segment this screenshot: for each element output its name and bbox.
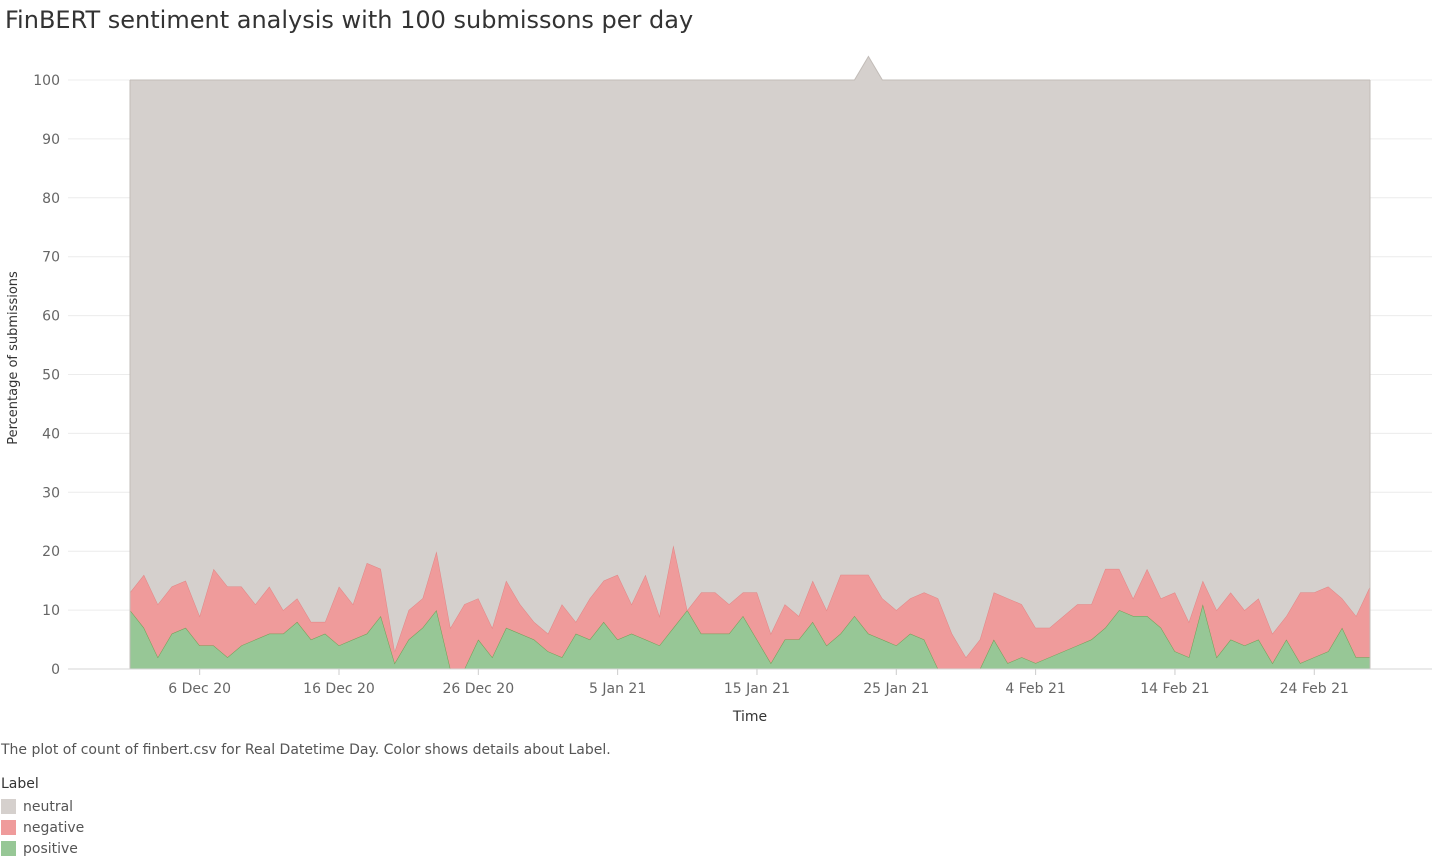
line-neutral [130, 55, 1370, 81]
legend-swatch-positive [1, 841, 16, 856]
legend-swatch-neutral [1, 799, 16, 814]
y-axis-label: Percentage of submissions [6, 271, 21, 445]
stacked-area-chart: 0 10 20 30 40 50 60 70 80 90 100 6 Dec 20 16 Dec 20… [6, 55, 1432, 725]
x-tick-label: 6 Dec 20 [168, 681, 231, 697]
legend-label-negative: negative [23, 819, 85, 836]
legend-label-positive: positive [23, 840, 78, 857]
chart-caption: The plot of count of finbert.csv for Rea… [1, 742, 611, 758]
x-tick-label: 24 Feb 21 [1280, 681, 1349, 697]
legend-title: Label [1, 776, 39, 792]
y-tick-label: 60 [42, 309, 60, 325]
y-tick-label: 0 [51, 662, 60, 678]
area-negative [130, 545, 1370, 669]
chart-title: FinBERT sentiment analysis with 100 subm… [5, 6, 694, 34]
x-tick-label: 14 Feb 21 [1140, 681, 1209, 697]
legend-item-positive[interactable]: positive [1, 838, 84, 859]
y-tick-label: 20 [42, 544, 60, 560]
y-tick-label: 30 [42, 485, 60, 501]
legend-item-negative[interactable]: negative [1, 817, 84, 838]
legend-swatch-negative [1, 820, 16, 835]
x-axis-label: Time [732, 709, 767, 725]
legend-item-neutral[interactable]: neutral [1, 796, 84, 817]
x-tick-label: 25 Jan 21 [863, 681, 929, 697]
y-axis: 0 10 20 30 40 50 60 70 80 90 100 [33, 73, 60, 678]
y-tick-label: 50 [42, 368, 60, 384]
y-tick-label: 10 [42, 603, 60, 619]
area-neutral [130, 56, 1370, 658]
x-axis: 6 Dec 20 16 Dec 20 26 Dec 20 5 Jan 21 15 Jan… [68, 668, 1432, 697]
y-tick-label: 80 [42, 191, 60, 207]
x-tick-label: 26 Dec 20 [443, 681, 515, 697]
y-tick-label: 90 [42, 132, 60, 148]
x-tick-label: 15 Jan 21 [724, 681, 790, 697]
y-tick-label: 40 [42, 426, 60, 442]
legend-label-neutral: neutral [23, 798, 74, 815]
y-tick-label: 70 [42, 250, 60, 266]
x-tick-label: 4 Feb 21 [1005, 681, 1065, 697]
x-tick-label: 16 Dec 20 [303, 681, 375, 697]
y-tick-label: 100 [33, 73, 60, 89]
legend: Label neutral negative positive [1, 776, 84, 859]
x-tick-label: 5 Jan 21 [589, 681, 646, 697]
area-series [129, 55, 1371, 670]
